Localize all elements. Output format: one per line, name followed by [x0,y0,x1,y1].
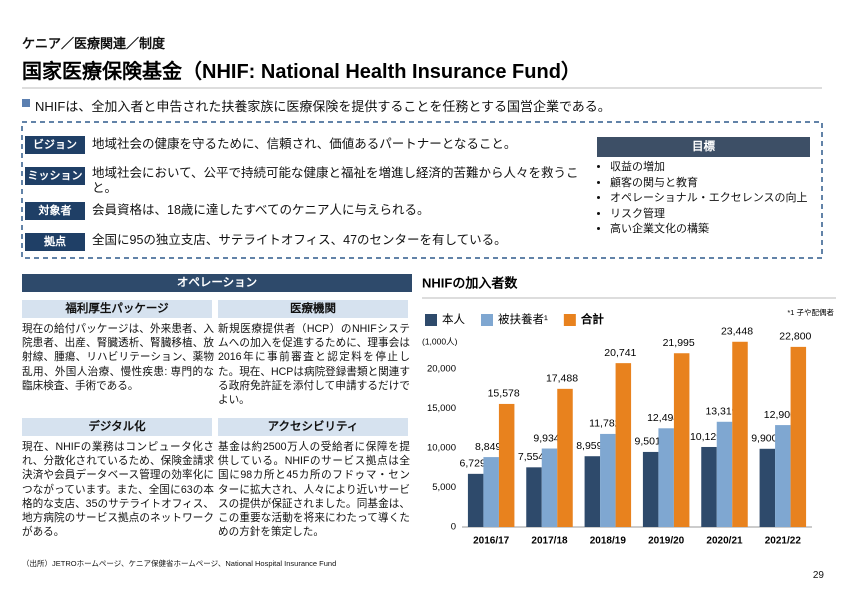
goal: リスク管理 [610,207,808,223]
x-tick-label: 2017/18 [531,536,568,547]
section-text: 現在の給付パッケージは、外来患者、入院患者、出産、腎臓透析、腎臓移植、放射線、腫… [22,323,214,392]
bar [732,341,748,527]
value-label: 9,934 [533,432,559,444]
value-label: 12,494 [647,412,679,424]
value-label: 12,900 [764,409,796,421]
bar [642,451,659,527]
bar [759,448,776,527]
summary: NHIFは、全加入者と申告された扶養家族に医療保険を提供することを任務とする国営… [35,99,611,114]
bar [701,446,717,527]
y-tick-label: 10,000 [427,443,456,454]
legend-swatch [563,314,576,326]
legend-swatch [425,314,437,326]
y-axis-label: (1,000人) [422,336,458,346]
bar [541,448,558,527]
legend-swatch [481,314,493,326]
goal: 収益の増加 [610,160,808,176]
bar [615,363,632,527]
row-label: 対象者 [25,202,85,220]
page-title: 国家医療保険基金（NHIF: National Health Insurance… [22,61,581,83]
bar [716,421,733,527]
bar [498,403,515,527]
section-title: 福利厚生パッケージ [22,300,212,318]
goal: 顧客の関与と教育 [610,176,808,192]
overview-box [21,121,823,259]
chart-note: *1 子や配偶者 [787,307,834,317]
y-tick-label: 0 [451,522,456,533]
goal: オペレーショナル・エクセレンスの向上 [610,191,808,207]
legend-label: 合計 [581,312,604,326]
value-label: 8,849 [475,441,501,453]
goals-title: 目標 [597,137,810,157]
value-label: 13,319 [705,406,737,418]
x-tick-label: 2021/22 [765,536,802,547]
bar [658,428,674,527]
bar [557,388,573,527]
section-text: 基金は約2500万人の受給者に保障を提供している。NHIFのサービス拠点は全国に… [218,441,410,539]
value-label: 22,800 [779,331,811,343]
goal: 高い企業文化の構築 [610,222,808,238]
operations-title: オペレーション [22,274,412,292]
value-label: 9,900 [751,433,777,445]
legend-label: 本人 [442,312,465,326]
section-title: アクセシビリティ [218,418,408,436]
value-label: 6,729 [460,458,486,470]
bar [600,433,616,527]
row-label: ビジョン [25,136,85,154]
goals-list: 収益の増加 顧客の関与と教育 オペレーショナル・エクセレンスの向上 リスク管理 … [598,160,808,238]
section-title: 医療機関 [218,300,408,318]
bar [673,353,690,527]
value-label: 11,782 [589,418,620,430]
row-text: 地域社会において、公平で持続可能な健康と福祉を増進し経済的苦難から人々を救うこと… [92,166,579,195]
y-tick-label: 20,000 [427,364,456,375]
value-label: 20,741 [604,347,636,359]
value-label: 10,129 [690,431,722,443]
bar [526,467,542,527]
bar [775,425,791,527]
value-label: 23,448 [721,326,753,338]
page-number: 29 [812,570,824,581]
section-title: デジタル化 [22,418,212,436]
section-text: 現在、NHIFの業務はコンピュータ化され、分散化されているため、保険金請求決済や… [22,441,214,539]
bar [790,346,807,527]
bar [467,473,484,527]
bar [483,457,499,527]
x-tick-label: 2016/17 [473,536,510,547]
y-tick-label: 5,000 [432,482,456,493]
value-label: 17,488 [546,373,578,385]
value-label: 8,959 [576,440,602,452]
value-label: 9,501 [635,436,661,448]
x-tick-label: 2018/19 [590,536,627,547]
chart-title: NHIFの加入者数 [422,275,518,290]
y-tick-label: 15,000 [427,403,456,414]
x-tick-label: 2020/21 [706,536,743,547]
value-label: 21,995 [663,337,695,349]
section-text: 新規医療提供者（HCP）のNHIFシステムへの加入を促進するために、理事会は20… [218,323,410,407]
row-text: 会員資格は、18歳に達したすべてのケニア人に与えられる。 [92,203,430,217]
source: （出所）JETROホームページ、ケニア保健省ホームページ、National Ho… [22,559,337,568]
x-tick-label: 2019/20 [648,536,685,547]
row-label: 拠点 [25,233,85,251]
bullet-square [22,99,30,107]
row-text: 地域社会の健康を守るために、信頼され、価値あるパートナーとなること。 [92,137,517,151]
row-text: 全国に95の独立支店、サテライトオフィス、47のセンターを有している。 [92,233,507,247]
breadcrumb: ケニア／医療関連／制度 [22,36,166,51]
row-label: ミッション [25,167,85,185]
value-label: 15,578 [488,388,520,400]
bar [584,456,601,527]
value-label: 7,554 [518,451,544,463]
legend-label: 被扶養者¹ [498,312,548,326]
